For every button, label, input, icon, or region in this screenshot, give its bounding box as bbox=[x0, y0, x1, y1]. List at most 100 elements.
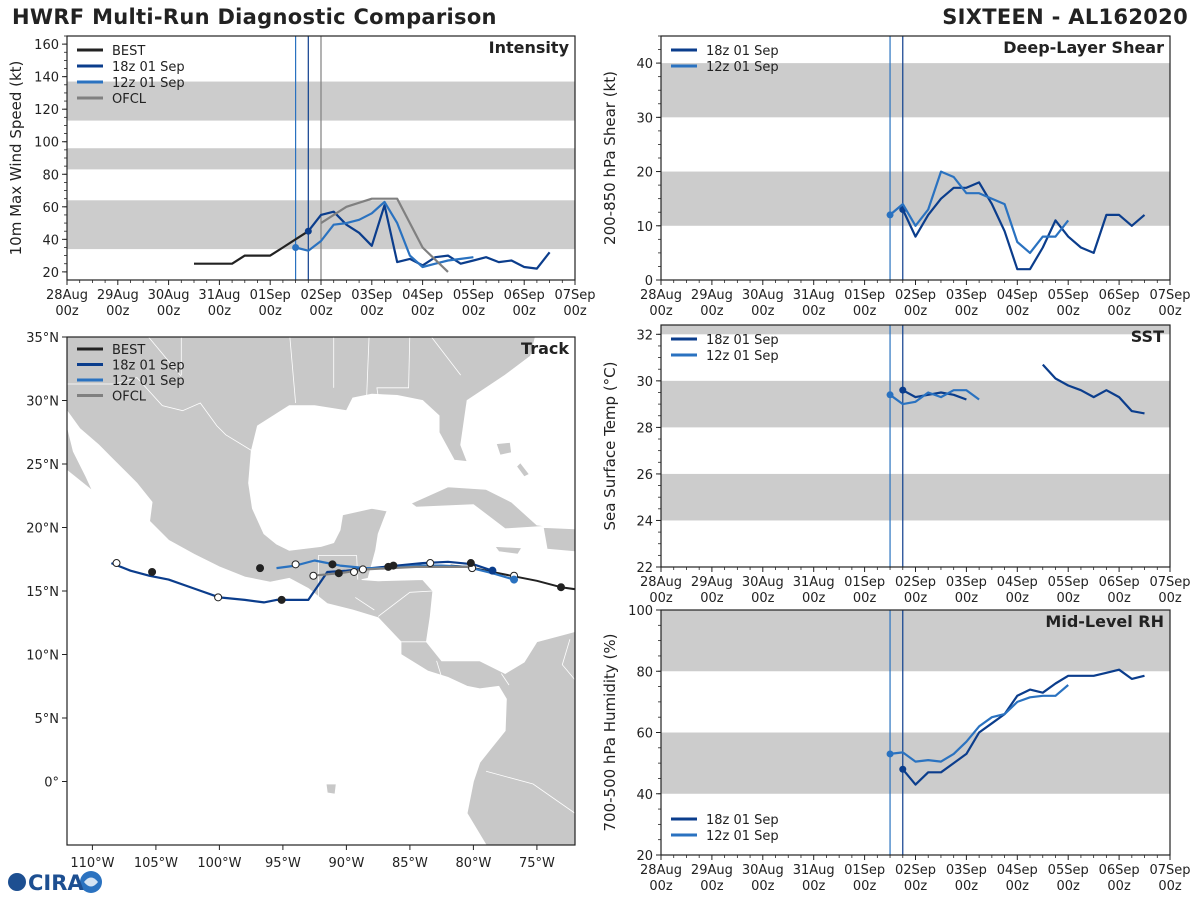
track-point bbox=[350, 567, 359, 576]
plot-background bbox=[661, 325, 1170, 567]
x-tick-label-hour: 00z bbox=[563, 304, 587, 319]
x-tick-label-date: 07Sep bbox=[554, 288, 595, 303]
legend-entry: 18z 01 Sep bbox=[706, 813, 779, 828]
border-line bbox=[431, 337, 462, 376]
x-tick-label-hour: 00z bbox=[1057, 879, 1081, 894]
track-point bbox=[214, 593, 223, 602]
series-line bbox=[901, 181, 1146, 271]
track-point bbox=[291, 560, 300, 569]
x-tick-label-hour: 00z bbox=[411, 304, 435, 319]
track-point bbox=[334, 569, 343, 578]
series-line bbox=[901, 668, 1145, 786]
x-tick-label-hour: 00z bbox=[1006, 879, 1030, 894]
x-tick-label-date: 07Sep bbox=[1149, 288, 1190, 303]
land-jamaica bbox=[494, 546, 523, 555]
x-tick-label-hour: 00z bbox=[700, 304, 724, 319]
x-tick-label-hour: 00z bbox=[955, 304, 979, 319]
y-tick-label: 80 bbox=[42, 168, 59, 183]
x-tick-label-hour: 00z bbox=[106, 304, 130, 319]
y-tick-label: 80 bbox=[636, 665, 653, 680]
x-tick-label-hour: 00z bbox=[1107, 879, 1131, 894]
track-point bbox=[328, 560, 337, 569]
x-tick-label-date: 29Aug bbox=[691, 288, 733, 303]
x-tick-label-date: 31Aug bbox=[793, 863, 835, 878]
logo-text: CIRA bbox=[28, 871, 84, 895]
series-line bbox=[1041, 363, 1145, 415]
panel-title: Intensity bbox=[489, 38, 570, 57]
x-tick-label-date: 06Sep bbox=[504, 288, 545, 303]
track-lines bbox=[110, 559, 575, 604]
panel-shear: 01020304028Aug00z29Aug00z30Aug00z31Aug00… bbox=[601, 35, 1191, 319]
x-tick-label-hour: 00z bbox=[649, 591, 673, 606]
x-tick-label-date: 02Sep bbox=[300, 288, 341, 303]
x-tick-label-hour: 00z bbox=[513, 304, 537, 319]
land-galapagos bbox=[325, 783, 337, 795]
x-tick-label-hour: 00z bbox=[208, 304, 232, 319]
border-line bbox=[500, 673, 510, 686]
panel-sst: 22242628303228Aug00z29Aug00z30Aug00z31Au… bbox=[601, 324, 1191, 606]
x-tick-label-hour: 00z bbox=[462, 304, 486, 319]
threshold-band bbox=[661, 610, 1170, 672]
lon-tick-label: 100°W bbox=[197, 856, 241, 871]
x-tick-label-date: 28Aug bbox=[640, 863, 682, 878]
threshold-band bbox=[661, 325, 1170, 335]
y-tick-label: 32 bbox=[636, 328, 653, 343]
threshold-band bbox=[661, 171, 1170, 226]
border-line bbox=[561, 639, 575, 681]
x-tick-label-hour: 00z bbox=[904, 879, 928, 894]
y-tick-label: 0 bbox=[645, 274, 653, 289]
lon-tick-label: 75°W bbox=[519, 856, 555, 871]
x-tick-label-date: 05Sep bbox=[1048, 288, 1089, 303]
x-tick-label-date: 06Sep bbox=[1099, 863, 1140, 878]
x-tick-label-date: 05Sep bbox=[1048, 863, 1089, 878]
x-tick-label-date: 05Sep bbox=[1048, 575, 1089, 590]
y-tick-label: 30 bbox=[636, 375, 653, 390]
series-start-marker bbox=[886, 211, 894, 219]
x-tick-label-date: 01Sep bbox=[844, 575, 885, 590]
x-tick-label-date: 03Sep bbox=[351, 288, 392, 303]
lat-tick-label: 15°N bbox=[26, 585, 59, 600]
lat-tick-label: 30°N bbox=[26, 395, 59, 410]
legend-entry: 12z 01 Sep bbox=[112, 374, 185, 389]
series-line bbox=[307, 204, 551, 270]
panel-title: SST bbox=[1131, 327, 1164, 346]
x-tick-label-date: 04Sep bbox=[997, 575, 1038, 590]
x-tick-label-date: 28Aug bbox=[640, 575, 682, 590]
x-tick-label-date: 31Aug bbox=[198, 288, 240, 303]
series-start-marker bbox=[886, 750, 894, 758]
x-tick-label-date: 28Aug bbox=[46, 288, 88, 303]
legend-entry: 12z 01 Sep bbox=[112, 76, 185, 91]
x-tick-label-date: 30Aug bbox=[742, 575, 784, 590]
x-tick-label-hour: 00z bbox=[259, 304, 283, 319]
x-tick-label-date: 03Sep bbox=[946, 575, 987, 590]
border-line bbox=[67, 377, 256, 453]
series-line bbox=[194, 230, 309, 265]
series-start-marker bbox=[899, 386, 907, 394]
x-tick-label-date: 02Sep bbox=[895, 863, 936, 878]
series-line bbox=[295, 200, 474, 269]
plot-frame bbox=[660, 324, 1171, 568]
x-tick-label-date: 01Sep bbox=[844, 863, 885, 878]
y-tick-label: 60 bbox=[42, 201, 59, 216]
x-tick-label-date: 29Aug bbox=[97, 288, 139, 303]
border-line bbox=[318, 555, 357, 598]
lat-tick-label: 25°N bbox=[26, 458, 59, 473]
track-point bbox=[112, 559, 121, 568]
x-tick-label-date: 04Sep bbox=[997, 288, 1038, 303]
border-line bbox=[148, 337, 182, 377]
land-cuba bbox=[410, 486, 548, 530]
track-point bbox=[488, 566, 497, 575]
legend-entry: 18z 01 Sep bbox=[706, 44, 779, 59]
x-tick-label-date: 29Aug bbox=[691, 863, 733, 878]
track-point bbox=[510, 575, 519, 584]
border-line bbox=[355, 597, 375, 611]
lon-tick-label: 80°W bbox=[455, 856, 491, 871]
legend-entry: 12z 01 Sep bbox=[706, 349, 779, 364]
legend-entry: 18z 01 Sep bbox=[112, 359, 185, 374]
y-tick-label: 24 bbox=[636, 514, 653, 529]
plot-frame bbox=[660, 35, 1171, 281]
x-tick-label-hour: 00z bbox=[1057, 591, 1081, 606]
land-baja bbox=[67, 381, 93, 492]
legend-entry: 18z 01 Sep bbox=[706, 333, 779, 348]
legend-entry: BEST bbox=[112, 343, 145, 358]
